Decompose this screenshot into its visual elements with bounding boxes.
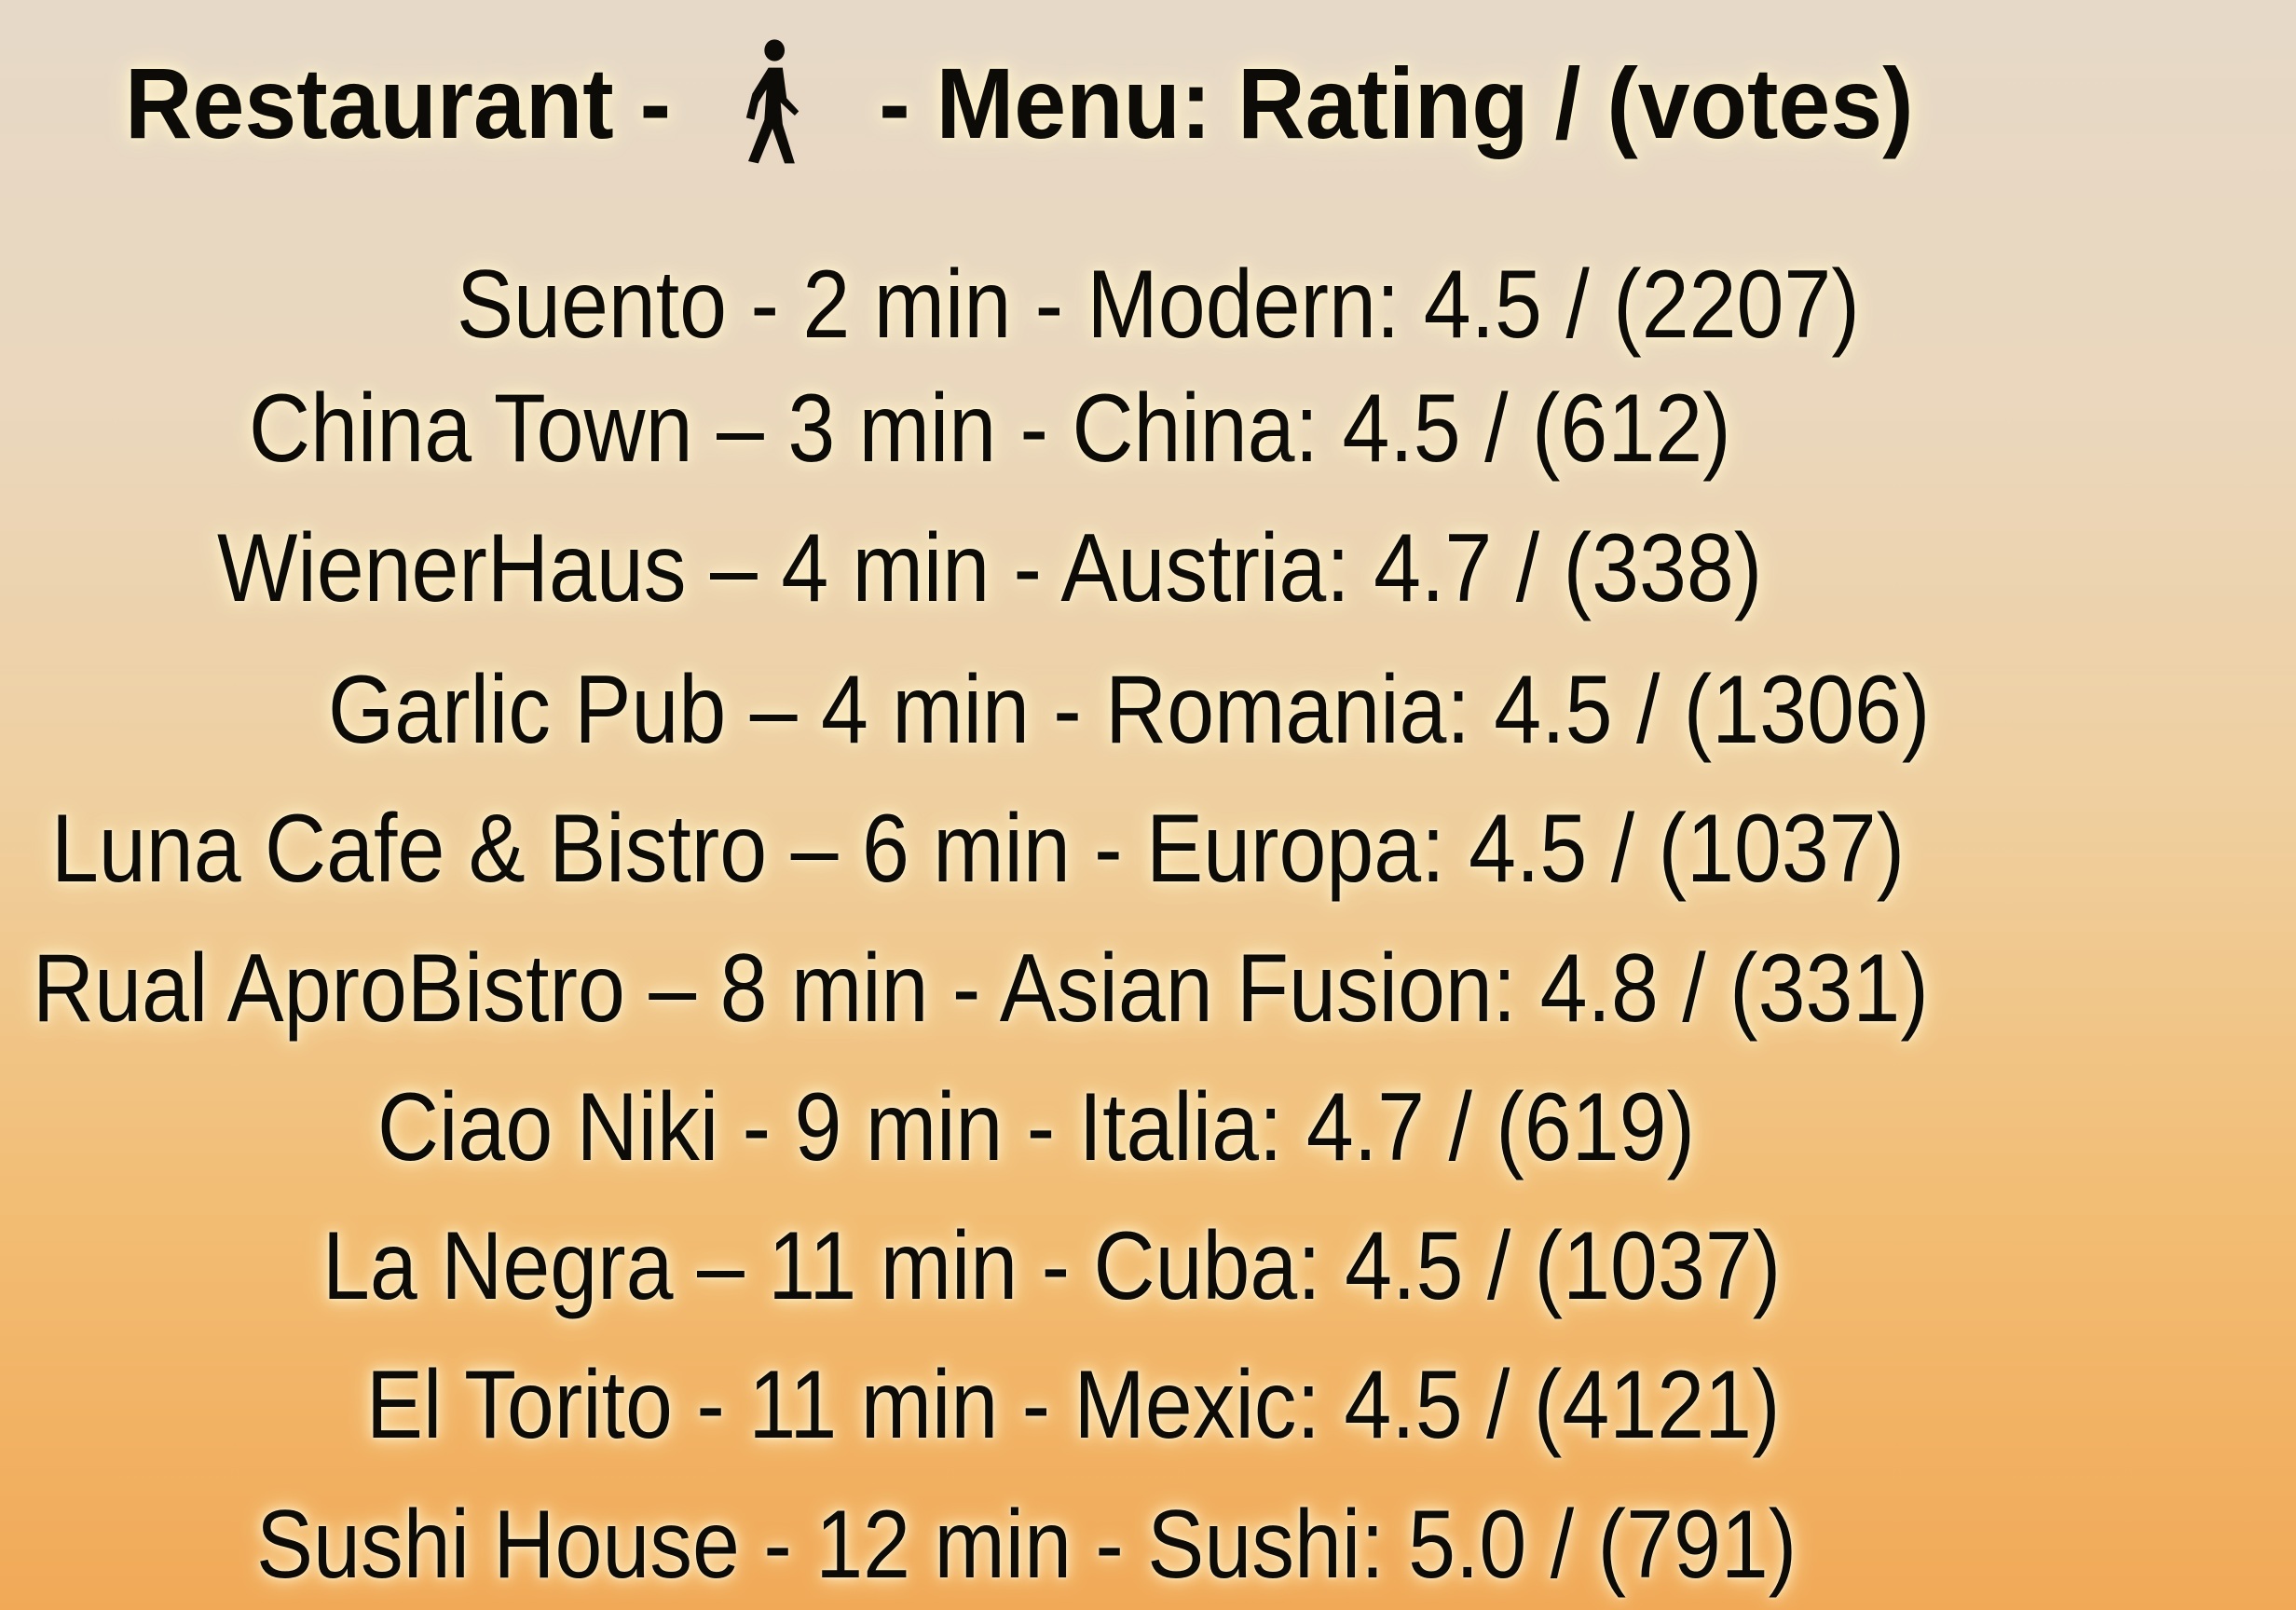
walk-time: 12 min [815,1491,1072,1599]
list-item: Rual AproBistro – 8 min - Asian Fusion: … [33,935,1929,1043]
separator: – [696,1212,745,1320]
votes: (331) [1729,935,1929,1043]
separator: - [696,1351,725,1459]
title-prefix: Restaurant - [125,46,672,159]
menu-type: Italia [1078,1073,1259,1181]
separator: – [649,935,697,1043]
menu-type: Austria [1060,514,1327,622]
walking-person-icon [723,37,818,168]
menu-type: Cuba [1093,1212,1298,1320]
rating: 4.8 [1539,935,1659,1043]
votes: (2207) [1613,251,1860,359]
restaurant-name: WienerHaus [217,514,687,622]
menu-type: China [1072,375,1295,483]
votes: (338) [1563,514,1763,622]
restaurant-name: Ciao Niki [377,1073,719,1181]
rating: 4.5 [1469,795,1588,903]
list-item: Garlic Pub – 4 min - Romania: 4.5 / (130… [328,656,1931,764]
restaurant-name: Rual AproBistro [33,935,625,1043]
walk-time: 11 min [768,1212,1018,1320]
separator: - [742,1073,772,1181]
votes: (619) [1496,1073,1696,1181]
walk-time: 9 min [794,1073,1004,1181]
menu-type: Europa [1146,795,1422,903]
walk-time: 8 min [719,935,929,1043]
votes: (1037) [1534,1212,1782,1320]
title-suffix: - Menu: Rating / (votes) [879,46,1914,159]
separator: – [709,514,758,622]
rating: 4.5 [1423,251,1542,359]
rating: 4.5 [1342,375,1461,483]
walk-time: 2 min [802,251,1012,359]
walk-time: 11 min [748,1351,999,1459]
votes: (1306) [1683,656,1931,764]
list-item: Suento - 2 min - Modern: 4.5 / (2207) [457,251,1860,359]
separator: – [716,375,764,483]
restaurant-name: Suento [457,251,728,359]
list-item: Ciao Niki - 9 min - Italia: 4.7 / (619) [377,1073,1696,1181]
votes: (612) [1531,375,1731,483]
list-item: WienerHaus – 4 min - Austria: 4.7 / (338… [217,514,1763,622]
list-item: China Town – 3 min - China: 4.5 / (612) [249,375,1731,483]
menu-type: Romania [1105,656,1447,764]
rating: 4.7 [1305,1073,1426,1181]
page-title: Restaurant - - Menu: Rating / (votes) [125,37,1914,168]
separator: – [790,795,839,903]
list-item: La Negra – 11 min - Cuba: 4.5 / (1037) [322,1212,1782,1320]
rating: 4.5 [1344,1351,1463,1459]
separator: - [763,1491,792,1599]
separator: - [750,251,779,359]
rating: 4.5 [1345,1212,1464,1320]
restaurant-name: Luna Cafe & Bistro [51,795,768,903]
menu-type: Mexic [1073,1351,1297,1459]
menu-type: Sushi [1147,1491,1361,1599]
votes: (1037) [1658,795,1906,903]
rating: 4.5 [1494,656,1613,764]
votes: (791) [1597,1491,1797,1599]
list-item: Luna Cafe & Bistro – 6 min - Europa: 4.5… [51,795,1906,903]
restaurant-name: La Negra [322,1212,674,1320]
list-item: El Torito - 11 min - Mexic: 4.5 / (4121) [366,1351,1781,1459]
walk-time: 4 min [781,514,991,622]
rating: 4.7 [1374,514,1493,622]
list-item: Sushi House - 12 min - Sushi: 5.0 / (791… [256,1491,1797,1599]
walk-time: 3 min [787,375,997,483]
restaurant-name: El Torito [366,1351,673,1459]
walk-time: 6 min [861,795,1071,903]
menu-type: Asian Fusion [999,935,1493,1043]
walk-time: 4 min [821,656,1030,764]
rating: 5.0 [1408,1491,1527,1599]
menu-type: Modern [1086,251,1376,359]
votes: (4121) [1533,1351,1781,1459]
restaurant-name: Garlic Pub [328,656,727,764]
restaurant-name: Sushi House [256,1491,740,1599]
separator: – [749,656,798,764]
restaurant-name: China Town [249,375,693,483]
